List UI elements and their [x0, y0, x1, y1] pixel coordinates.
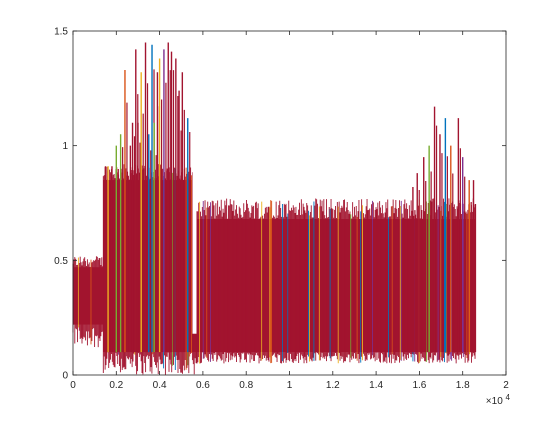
y-tick-label: 0.5 — [54, 256, 68, 267]
x-axis-exponent: ×10 4 — [486, 393, 511, 407]
y-tick-label: 1 — [62, 141, 68, 152]
x-tick-label: 1.2 — [326, 380, 340, 391]
x-tick-label: 2 — [503, 380, 509, 391]
x-tick-label: 0.6 — [196, 380, 210, 391]
data-gap — [192, 164, 197, 334]
x-axis: 0 0.2 0.4 0.6 0.8 1 1.2 1.4 1.6 1.8 2 — [70, 31, 509, 391]
y-tick-label: 1.5 — [54, 27, 68, 38]
y-tick-label: 0 — [62, 371, 68, 382]
x-tick-label: 0.2 — [109, 380, 123, 391]
data-traces — [72, 42, 477, 375]
x-axis-exponent-power: 4 — [506, 393, 511, 402]
x-tick-label: 1.6 — [412, 380, 426, 391]
x-tick-label: 1.8 — [456, 380, 470, 391]
x-tick-label: 0 — [70, 380, 76, 391]
x-tick-label: 0.4 — [153, 380, 167, 391]
y-axis: 0 0.5 1 1.5 — [54, 27, 506, 382]
x-axis-exponent-base: ×10 — [486, 396, 503, 407]
x-tick-label: 1 — [287, 380, 293, 391]
plot-area — [72, 42, 477, 375]
x-tick-label: 1.4 — [369, 380, 383, 391]
x-tick-label: 0.8 — [239, 380, 253, 391]
